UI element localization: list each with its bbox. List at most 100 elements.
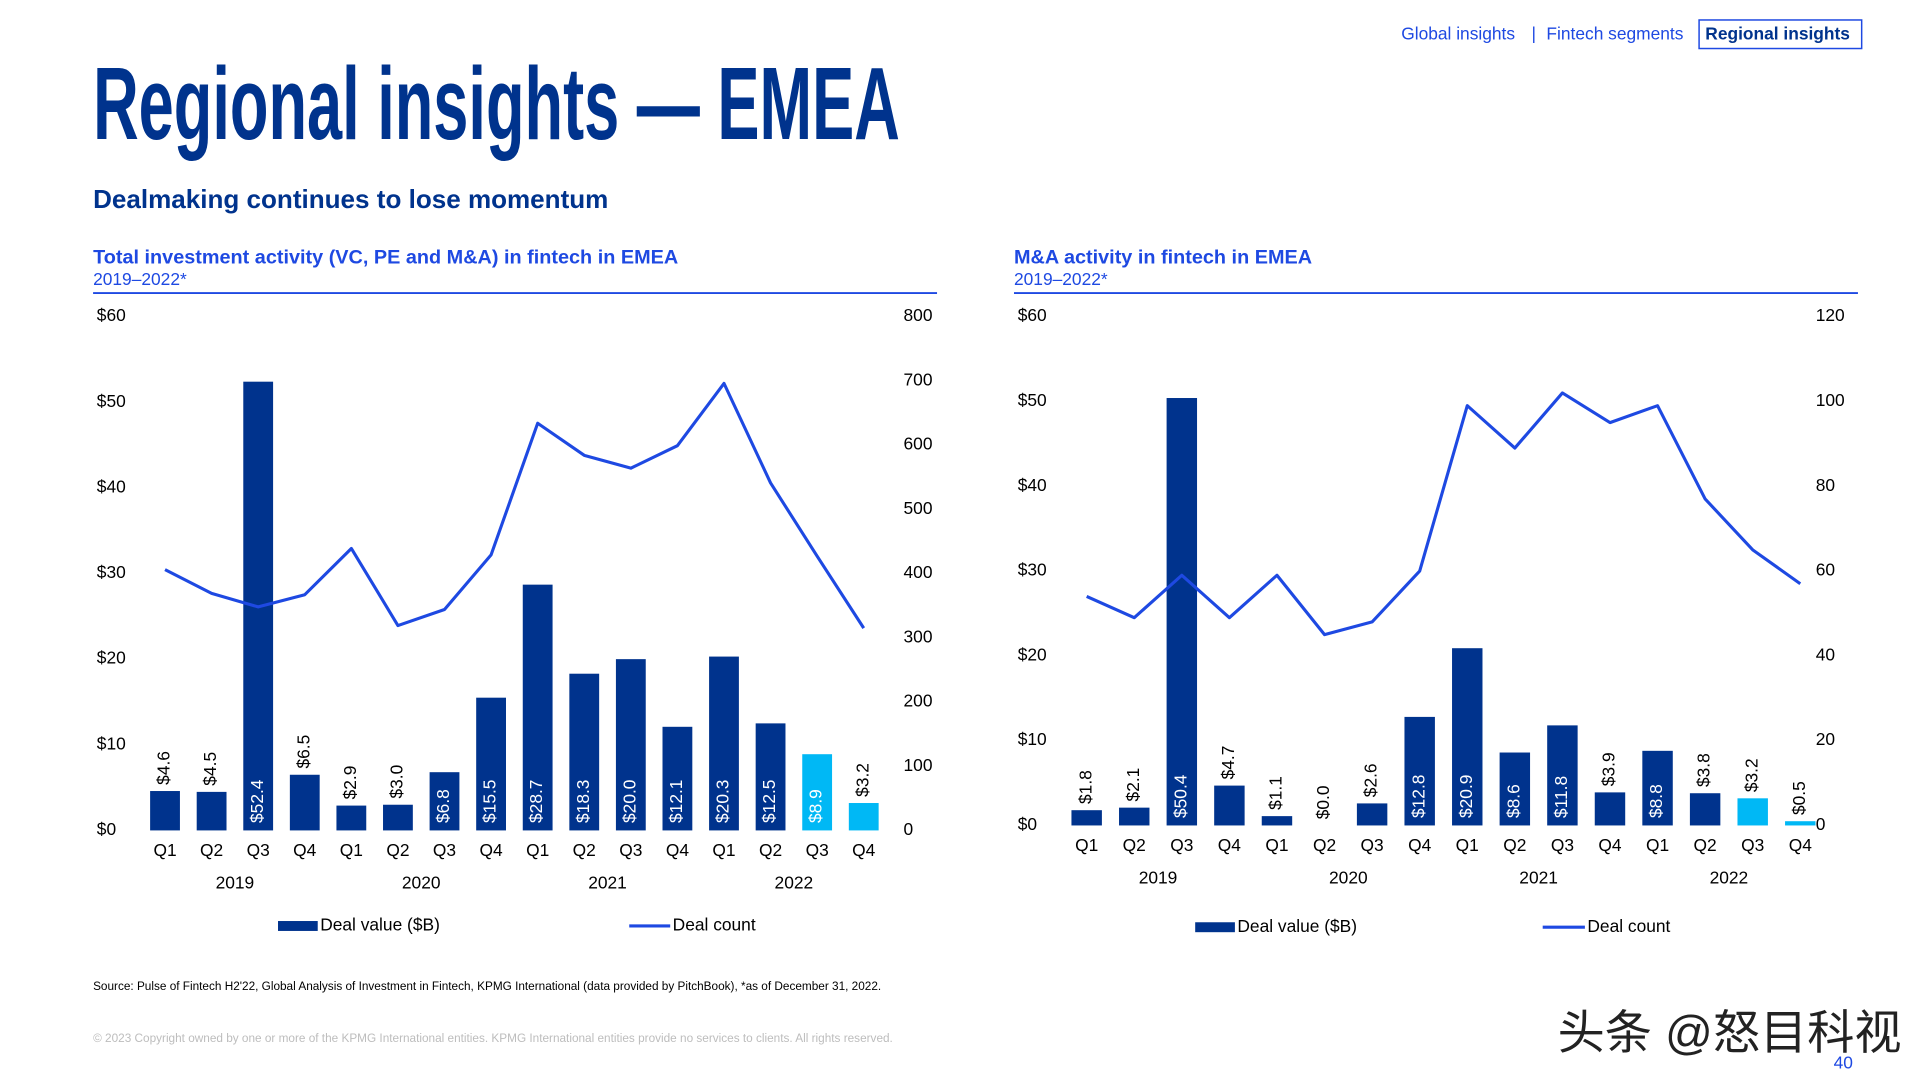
nav-active-box: [1698, 19, 1863, 50]
watermark: 头条 @怒目科视: [1558, 1006, 1902, 1059]
y-tick-label: $30: [97, 562, 126, 582]
bar: [522, 584, 553, 831]
value-label: $2.1: [1123, 768, 1143, 802]
line-series: [1086, 391, 1802, 637]
copyright: © 2023 Copyright owned by one or more of…: [93, 1032, 893, 1045]
x-tick-label: Q2: [386, 840, 409, 860]
nav-item[interactable]: Fintech segments: [1546, 23, 1683, 43]
value-label: $12.5: [759, 780, 779, 823]
x-tick-label: Q2: [1313, 835, 1336, 855]
x-tick-label: Q2: [200, 840, 223, 860]
x-tick-label: Q4: [1218, 835, 1242, 855]
bar: [289, 774, 320, 831]
x-tick-label: Q4: [1408, 835, 1432, 855]
y-tick-label: $50: [1018, 390, 1047, 410]
value-label: $20.3: [713, 780, 733, 823]
legend-swatch: [278, 921, 318, 931]
y-tick-label: $30: [1018, 560, 1047, 580]
bar: [383, 804, 413, 831]
x-group-label: 2022: [1710, 867, 1749, 887]
bar: [1404, 716, 1435, 826]
y-tick-label: $50: [97, 391, 126, 411]
value-label: $6.8: [433, 789, 453, 823]
x-tick-label: Q4: [1789, 835, 1813, 855]
x-tick-label: Q4: [480, 840, 504, 860]
value-label: $0.5: [1789, 781, 1809, 815]
bar: [1689, 793, 1721, 826]
y2-tick-label: 500: [904, 498, 933, 518]
y2-tick-label: 0: [1816, 814, 1826, 834]
x-group-label: 2020: [402, 872, 441, 892]
bar: [476, 697, 506, 831]
bar: [615, 659, 646, 831]
value-label: $2.6: [1361, 763, 1381, 797]
legend-label: Deal value ($B): [320, 915, 440, 935]
value-label: $12.1: [666, 780, 686, 823]
page-title: Regional insights — EMEA: [93, 46, 900, 161]
x-tick-label: Q1: [1646, 835, 1669, 855]
value-label: $15.5: [480, 780, 500, 823]
y2-tick-label: 800: [904, 305, 933, 325]
bar: [709, 656, 739, 831]
x-tick-label: Q3: [247, 840, 270, 860]
x-tick-label: Q4: [852, 840, 876, 860]
x-tick-label: Q2: [759, 840, 782, 860]
value-label: $6.5: [293, 735, 313, 769]
bar: [569, 673, 600, 831]
value-label: $0.0: [1313, 785, 1333, 819]
value-label: $50.4: [1170, 774, 1190, 818]
y-tick-label: $0: [1018, 814, 1037, 834]
x-tick-label: Q4: [666, 840, 690, 860]
line-series: [164, 381, 866, 629]
legend-label: Deal value ($B): [1237, 916, 1357, 936]
x-tick-label: Q1: [712, 840, 735, 860]
x-tick-label: Q4: [293, 840, 317, 860]
nav-item[interactable]: Regional insights: [1705, 23, 1850, 43]
bar: [1499, 752, 1531, 826]
x-tick-label: Q3: [619, 840, 642, 860]
x-group-label: 2021: [588, 872, 627, 892]
y2-tick-label: 40: [1816, 644, 1835, 664]
bar: [429, 772, 460, 831]
x-tick-label: Q1: [526, 840, 549, 860]
y-tick-label: $60: [97, 305, 126, 325]
value-label: $3.2: [1741, 758, 1761, 792]
value-label: $11.8: [1551, 776, 1571, 818]
value-label: $52.4: [247, 779, 267, 823]
value-label: $12.8: [1408, 775, 1428, 818]
y2-tick-label: 200: [904, 691, 933, 711]
y2-tick-label: 300: [904, 626, 933, 646]
value-label: $8.6: [1503, 784, 1523, 818]
bar: [336, 805, 367, 831]
nav-item[interactable]: Global insights: [1401, 23, 1515, 43]
value-label: $3.0: [387, 765, 407, 799]
x-tick-label: Q2: [1694, 835, 1717, 855]
y2-tick-label: 120: [1816, 305, 1845, 325]
x-tick-label: Q2: [1503, 835, 1526, 855]
bar: [196, 791, 227, 831]
x-tick-label: Q2: [573, 840, 596, 860]
bar: [1166, 398, 1198, 826]
x-tick-label: Q3: [433, 840, 456, 860]
value-label: $8.9: [806, 789, 826, 823]
y-tick-label: $10: [1018, 729, 1047, 749]
bar: [1119, 807, 1150, 826]
x-tick-label: Q3: [806, 840, 829, 860]
y-tick-label: $20: [97, 648, 126, 668]
value-label: $3.9: [1599, 752, 1619, 786]
chart-subtitle: 2019–2022*: [93, 269, 187, 289]
y2-tick-label: 600: [904, 434, 933, 454]
y2-tick-label: 400: [904, 562, 933, 582]
bar: [1642, 750, 1673, 826]
chart-title: M&A activity in fintech in EMEA: [1014, 247, 1312, 269]
bar: [1785, 821, 1816, 826]
legend-swatch: [1195, 922, 1235, 933]
legend-label: Deal count: [673, 915, 756, 935]
x-group-label: 2021: [1519, 867, 1558, 887]
y-tick-label: $10: [97, 733, 126, 753]
y-tick-label: $20: [1018, 644, 1047, 664]
x-group-label: 2020: [1329, 867, 1368, 887]
bar: [1547, 725, 1578, 826]
y2-tick-label: 0: [904, 819, 914, 839]
